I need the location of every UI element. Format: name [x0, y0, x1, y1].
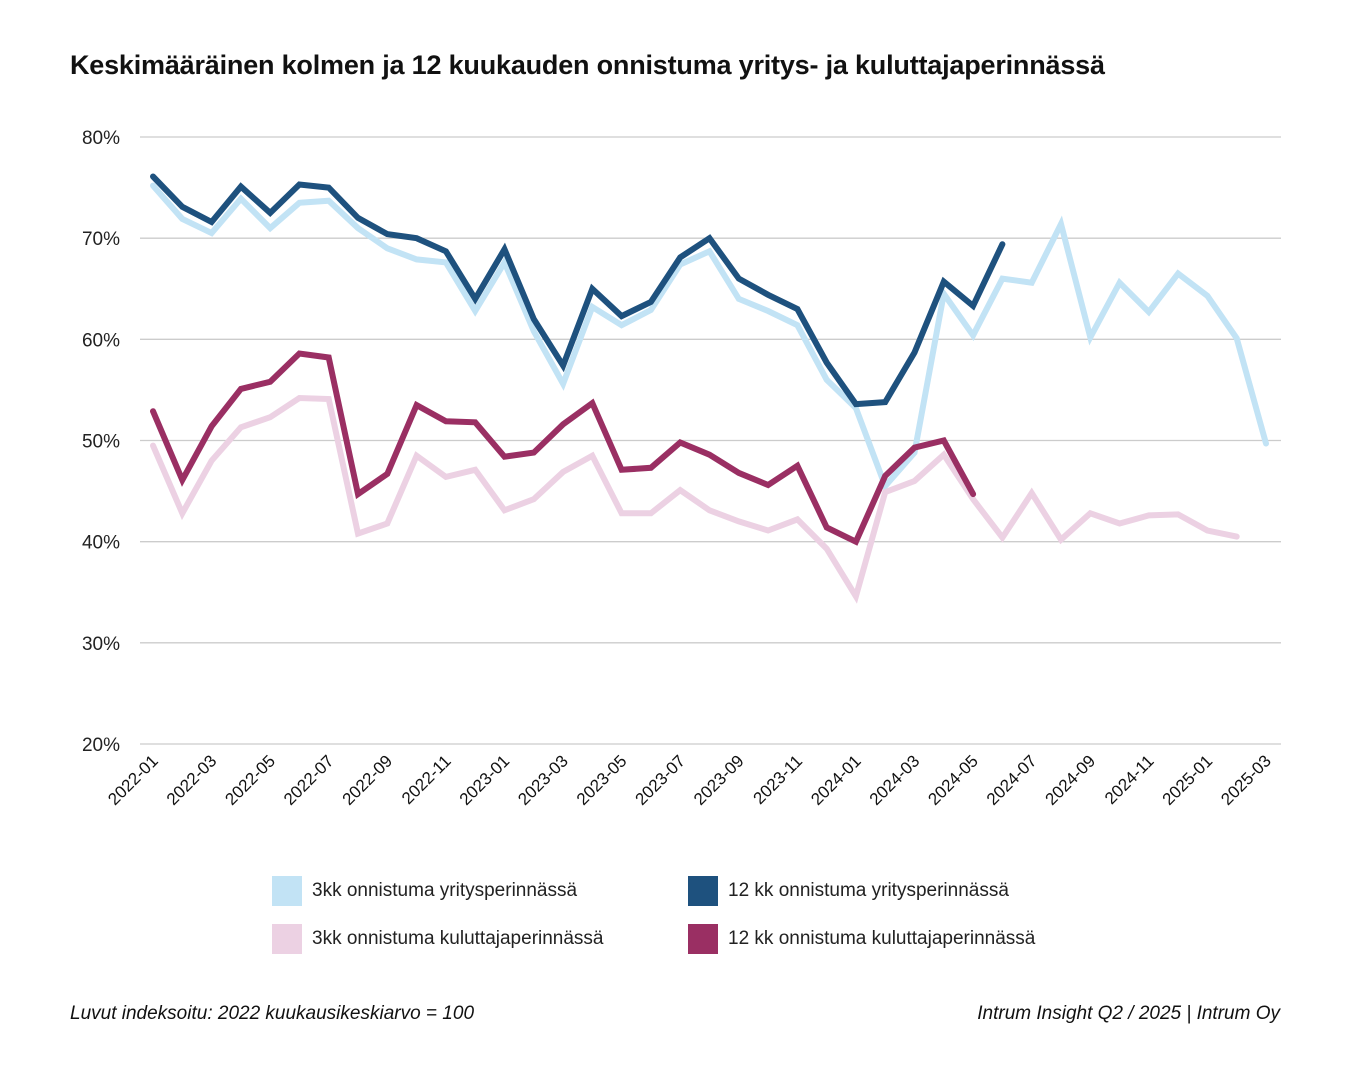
- x-tick-label: 2022-07: [280, 751, 338, 809]
- x-tick-label: 2024-03: [866, 751, 924, 809]
- source-credit: Intrum Insight Q2 / 2025 | Intrum Oy: [977, 1003, 1280, 1024]
- legend-swatch: [272, 924, 302, 954]
- grid-lines: [140, 136, 1281, 745]
- y-tick-label: 30%: [82, 634, 120, 655]
- legend-label: 12 kk onnistuma yritysperinnässä: [728, 880, 1009, 901]
- chart-title: Keskimääräinen kolmen ja 12 kuukauden on…: [70, 50, 1105, 80]
- y-tick-label: 20%: [82, 735, 120, 756]
- series-lines: [150, 173, 1269, 604]
- line-chart: 20%30%40%50%60%70%80% 2022-01 2022-03 2022…: [82, 128, 1281, 809]
- x-tick-label: 2024-11: [1101, 751, 1158, 808]
- legend-item-3kk-yritys: 3kk onnistuma yritysperinnässä: [272, 876, 577, 906]
- x-tick-label: 2023-03: [514, 751, 572, 809]
- x-tick-label: 2022-05: [221, 751, 279, 809]
- legend-item-12kk-kuluttaja: 12 kk onnistuma kuluttajaperinnässä: [688, 924, 1035, 954]
- legend-label: 3kk onnistuma kuluttajaperinnässä: [312, 928, 604, 949]
- series-line-3: [150, 350, 977, 546]
- legend-item-3kk-kuluttaja: 3kk onnistuma kuluttajaperinnässä: [272, 924, 604, 954]
- legend-label: 3kk onnistuma yritysperinnässä: [312, 880, 578, 901]
- x-tick-label: 2024-09: [1042, 751, 1100, 809]
- x-axis: 2022-01 2022-03 2022-05 2022-07 2022-09 2022-…: [104, 751, 1275, 809]
- x-tick-label: 2025-01: [1159, 751, 1217, 809]
- x-tick-label: 2022-01: [104, 751, 162, 809]
- x-tick-label: 2022-09: [339, 751, 397, 809]
- footnote: Luvut indeksoitu: 2022 kuukausikeskiarvo…: [70, 1003, 475, 1024]
- y-tick-label: 80%: [82, 128, 120, 149]
- series-line-1: [150, 394, 1240, 604]
- legend-swatch: [272, 876, 302, 906]
- x-tick-label: 2023-01: [456, 751, 514, 809]
- x-tick-label: 2025-03: [1217, 751, 1275, 809]
- x-tick-label: 2022-03: [163, 751, 221, 809]
- y-axis: 20% 30% 40% 50% 60% 70% 80%: [82, 128, 120, 756]
- x-tick-label: 2023-07: [631, 751, 689, 809]
- x-tick-label: 2024-07: [983, 751, 1041, 809]
- x-tick-label: 2023-05: [573, 751, 631, 809]
- x-tick-label: 2024-01: [807, 751, 865, 809]
- legend-swatch: [688, 876, 718, 906]
- series-line-2: [150, 173, 1006, 408]
- legend-item-12kk-yritys: 12 kk onnistuma yritysperinnässä: [688, 876, 1009, 906]
- x-tick-label: 2023-11: [750, 751, 807, 808]
- x-tick-label: 2023-09: [690, 751, 748, 809]
- x-tick-label: 2024-05: [924, 751, 982, 809]
- y-tick-label: 40%: [82, 533, 120, 554]
- y-tick-label: 60%: [82, 330, 120, 351]
- y-tick-label: 50%: [82, 432, 120, 453]
- legend-swatch: [688, 924, 718, 954]
- x-tick-label: 2022-11: [398, 751, 455, 808]
- series-line-0: [150, 182, 1269, 492]
- legend-label: 12 kk onnistuma kuluttajaperinnässä: [728, 928, 1036, 949]
- y-tick-label: 70%: [82, 229, 120, 250]
